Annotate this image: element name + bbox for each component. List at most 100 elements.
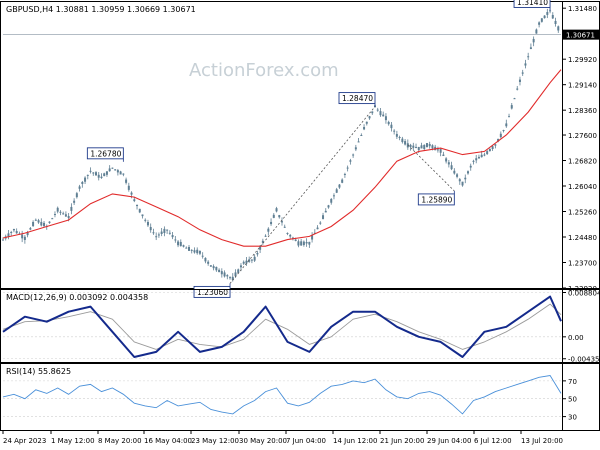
candle-body — [360, 135, 363, 137]
candle-body — [297, 241, 300, 246]
candle-body — [395, 133, 398, 137]
candle-body — [497, 138, 500, 142]
candle-body — [549, 10, 552, 12]
candle-body — [554, 20, 557, 25]
candle-body — [316, 227, 319, 230]
candle-body — [518, 79, 521, 82]
macd-line — [2, 295, 562, 358]
candle-body — [354, 147, 357, 150]
candle-body — [108, 168, 111, 172]
candle-body — [242, 261, 245, 264]
candle-body — [376, 109, 379, 111]
candle-body — [149, 226, 152, 231]
candle-body — [201, 255, 204, 257]
y-tick-label: 1.26040 — [568, 183, 597, 191]
candle-body — [532, 38, 535, 43]
candle-body — [294, 239, 297, 241]
candle-body — [499, 133, 502, 138]
candle-body — [502, 130, 505, 132]
y-tick-label: 1.24480 — [568, 234, 597, 242]
candle-body — [488, 148, 491, 152]
candle-body — [23, 236, 26, 240]
candle-body — [122, 173, 125, 175]
candle-body — [174, 239, 177, 241]
candle-body — [510, 105, 513, 109]
y-tick-label: 1.29920 — [568, 56, 597, 64]
time-axis: 24 Apr 2023 1 May 12:00 8 May 20:00 16 May … — [2, 430, 563, 445]
candle-body — [136, 204, 139, 207]
rsi-line — [2, 375, 562, 415]
candle-body — [393, 130, 396, 132]
y-tick-label: 1.23700 — [568, 260, 597, 268]
panel-title: RSI(14) 55.8625 — [6, 367, 71, 376]
current-price-label: 1.30671 — [566, 32, 595, 40]
candle-body — [84, 177, 87, 182]
candle-body — [417, 146, 420, 151]
candle-body — [352, 154, 355, 156]
candle-body — [218, 269, 221, 273]
candle-body — [103, 173, 106, 177]
candle-body — [168, 232, 171, 234]
candle-body — [456, 174, 459, 177]
candle-body — [37, 220, 40, 223]
candle-body — [343, 173, 346, 175]
candle-body — [7, 233, 10, 237]
candle-body — [81, 181, 84, 184]
candle-body — [357, 141, 360, 143]
candle-body — [26, 232, 29, 236]
candle-body — [138, 208, 141, 213]
candle-body — [40, 221, 43, 226]
candle-body — [368, 116, 371, 119]
candle-body — [551, 15, 554, 19]
x-tick-label: 24 Apr 2023 — [3, 437, 46, 445]
candle-body — [546, 12, 549, 15]
candle-body — [453, 170, 456, 174]
candle-body — [415, 146, 418, 148]
candle-body — [51, 218, 54, 220]
candle-body — [475, 158, 478, 161]
candle-body — [521, 72, 524, 74]
macd-signal-line — [2, 303, 562, 350]
candle-body — [281, 221, 283, 223]
candle-body — [327, 205, 330, 208]
candle-body — [215, 266, 218, 271]
x-tick-label: 7 Jun 04:00 — [286, 437, 326, 445]
trend-line — [407, 144, 455, 192]
trend-line — [229, 106, 376, 284]
y-tick-label: 1.28360 — [568, 107, 597, 115]
candle-body — [73, 200, 76, 203]
candle-body — [48, 221, 51, 223]
candle-body — [529, 47, 532, 50]
candle-body — [10, 231, 13, 233]
candle-body — [557, 26, 560, 31]
price-annotation-box — [193, 285, 231, 298]
candle-body — [220, 271, 223, 275]
candle-body — [256, 252, 259, 255]
candle-body — [56, 207, 59, 212]
candle-body — [283, 226, 286, 228]
candle-body — [445, 158, 448, 162]
candle-body — [196, 249, 199, 254]
panel-title: MACD(12,26,9) 0.003092 0.004358 — [6, 293, 148, 302]
y-tick-label: 1.31480 — [568, 5, 597, 13]
candle-body — [431, 145, 434, 149]
candle-body — [338, 184, 341, 188]
candle-body — [75, 193, 78, 198]
candle-body — [423, 144, 426, 149]
candle-body — [535, 29, 538, 34]
y-tick-label: 1.25260 — [568, 209, 597, 217]
candle-body — [155, 236, 158, 238]
price-annotation: 1.25890 — [421, 195, 452, 204]
y-tick-label: 0.008804 — [568, 290, 600, 298]
candle-body — [543, 15, 546, 19]
candle-body — [152, 232, 155, 234]
x-tick-label: 23 May 12:00 — [191, 437, 239, 445]
candle-body — [404, 141, 407, 145]
candle-body — [89, 170, 92, 172]
candle-body — [428, 143, 431, 147]
candle-body — [127, 185, 130, 190]
candle-body — [209, 265, 212, 267]
candle-body — [420, 145, 423, 149]
candle-body — [15, 231, 18, 234]
